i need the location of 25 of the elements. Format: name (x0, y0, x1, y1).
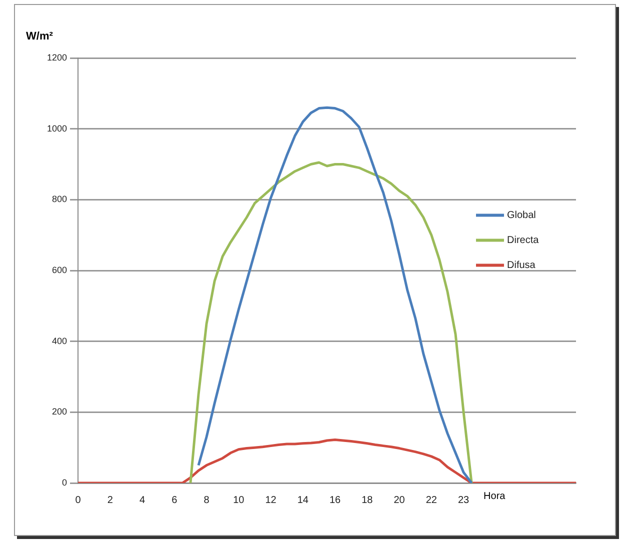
x-tick-label: 10 (233, 494, 245, 506)
y-axis-title: W/m² (26, 30, 54, 43)
x-tick-label: 20 (394, 494, 406, 506)
y-tick-label: 1200 (46, 52, 68, 62)
x-tick-label: 4 (139, 494, 146, 506)
x-tick-label: 22 (426, 494, 438, 506)
x-tick-label: 6 (172, 494, 178, 506)
x-tick-label: 8 (204, 494, 210, 506)
y-tick-label: 400 (52, 336, 68, 346)
y-tick-label: 800 (52, 194, 68, 204)
y-tick-label: 1000 (46, 123, 68, 134)
x-tick-label: 0 (75, 494, 82, 506)
legend-label: Difusa (507, 260, 536, 271)
y-tick-label: 200 (52, 406, 68, 417)
y-tick-label: 0 (62, 477, 68, 488)
x-tick-label: 12 (265, 494, 277, 506)
legend-label: Global (507, 210, 536, 221)
x-tick-label: 14 (297, 494, 309, 506)
x-tick-label: 2 (107, 494, 114, 506)
y-tick-label: 600 (52, 264, 68, 275)
x-axis-title: Hora (484, 490, 506, 502)
x-tick-label: 23 (458, 494, 470, 506)
x-tick-label: 16 (329, 494, 342, 506)
x-tick-label: 18 (362, 494, 374, 506)
legend-label: Directa (507, 235, 540, 246)
